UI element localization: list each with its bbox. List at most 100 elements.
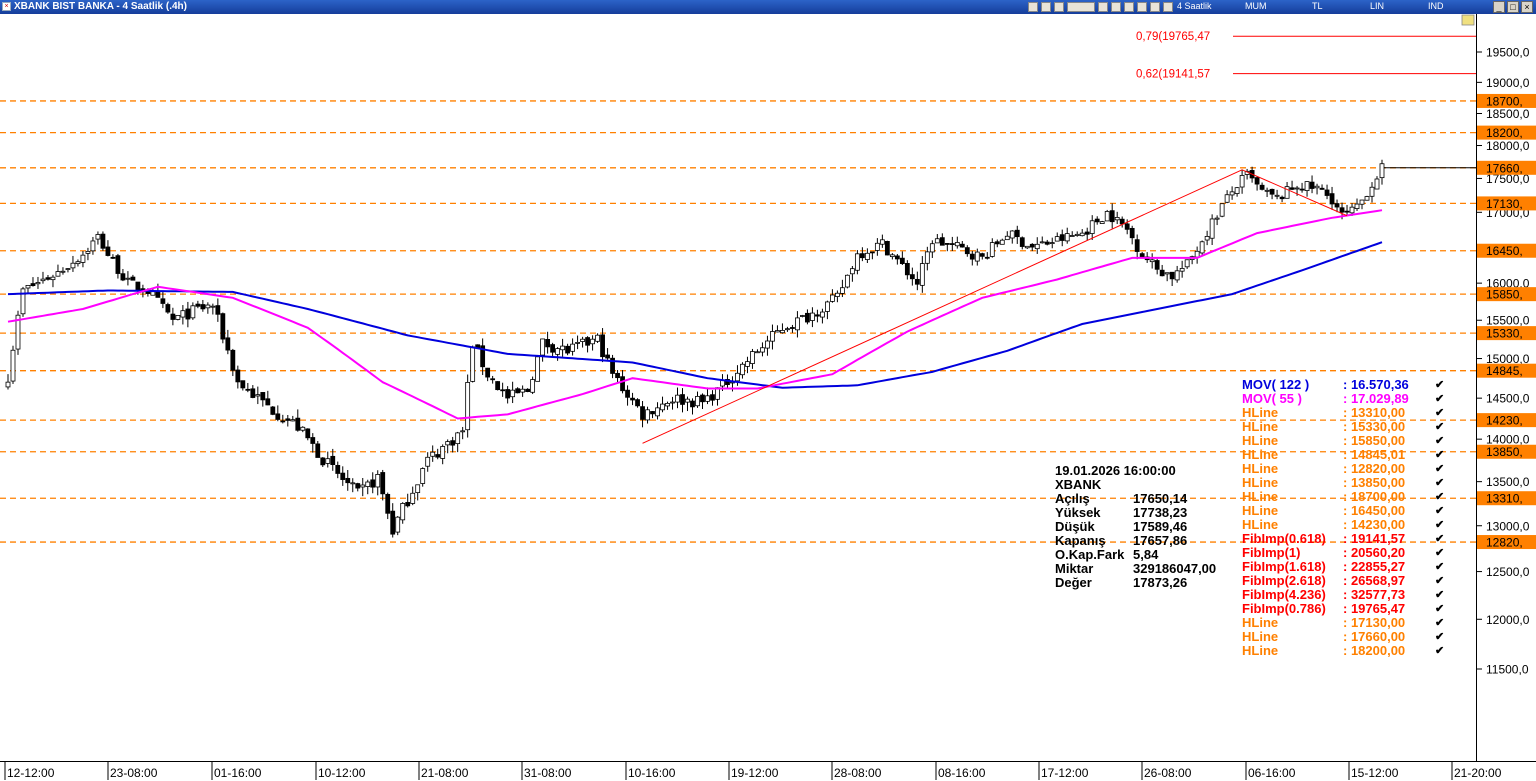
candle-up [300, 426, 306, 431]
info-row-value: 5,84 [1133, 547, 1159, 562]
toolbar-icon-6[interactable] [1124, 2, 1134, 12]
candle-down [914, 278, 920, 285]
candle-up [1164, 272, 1170, 275]
candle-down [485, 367, 491, 378]
candle-up [430, 451, 436, 457]
toolbar-icon-5[interactable] [1111, 2, 1121, 12]
info-row-value: 17657,86 [1133, 533, 1188, 548]
scale-selector[interactable]: LIN [1370, 1, 1385, 11]
candle-up [125, 277, 131, 280]
y-axis-tick-label: 18500,0 [1486, 107, 1530, 121]
candle-down [635, 399, 640, 407]
candle-up [1294, 187, 1300, 190]
legend-visibility-check-icon[interactable]: ✔ [1435, 533, 1445, 545]
candle-down [610, 357, 615, 374]
candle-up [325, 458, 331, 464]
candle-up [580, 338, 585, 342]
legend-visibility-check-icon[interactable]: ✔ [1435, 645, 1445, 657]
candle-up [90, 240, 96, 252]
candle-up [1364, 196, 1370, 201]
toolbar-icon-9[interactable] [1163, 2, 1173, 12]
legend-visibility-check-icon[interactable]: ✔ [1435, 463, 1445, 475]
candle-down [1124, 223, 1130, 230]
x-axis-tick-label: 31-08:00 [524, 766, 572, 780]
legend-name: HLine [1242, 503, 1279, 518]
candle-up [1214, 217, 1220, 220]
toolbar-icon-7[interactable] [1137, 2, 1147, 12]
currency-selector[interactable]: TL [1312, 1, 1323, 11]
candle-up [929, 243, 935, 253]
candle-down [100, 233, 106, 249]
y-axis-tick-label: 14500,0 [1486, 392, 1530, 406]
legend-name: FibImp(1) [1242, 545, 1301, 560]
candle-down [600, 334, 605, 358]
toolbar-field[interactable] [1067, 2, 1095, 12]
candle-up [555, 348, 560, 355]
toolbar-icon-4[interactable] [1098, 2, 1108, 12]
legend-visibility-check-icon[interactable]: ✔ [1435, 519, 1445, 531]
legend-visibility-check-icon[interactable]: ✔ [1435, 477, 1445, 489]
price-chart[interactable]: 0,79(19765,47 0,62(19141,57 19500,0 19000,… [0, 14, 1536, 781]
candle-up [1089, 220, 1095, 234]
legend-visibility-check-icon[interactable]: ✔ [1435, 449, 1445, 461]
legend-visibility-check-icon[interactable]: ✔ [1435, 617, 1445, 629]
candle-down [200, 304, 206, 310]
candle-down [620, 376, 625, 392]
hline-price-tag-label: 13310, [1486, 492, 1523, 506]
candle-up [70, 262, 76, 269]
legend-visibility-check-icon[interactable]: ✔ [1435, 561, 1445, 573]
legend-visibility-check-icon[interactable]: ✔ [1435, 435, 1445, 447]
candle-up [1374, 178, 1380, 190]
candle-up [1049, 242, 1055, 245]
legend-visibility-check-icon[interactable]: ✔ [1435, 421, 1445, 433]
candle-down [949, 243, 955, 245]
legend-visibility-check-icon[interactable]: ✔ [1435, 547, 1445, 559]
candle-down [355, 483, 361, 489]
legend-visibility-check-icon[interactable]: ✔ [1435, 393, 1445, 405]
toolbar-icon-3[interactable] [1054, 2, 1064, 12]
y-axis-tick-label: 15000,0 [1486, 352, 1530, 366]
x-axis-tick-label: 21-20:00 [1454, 766, 1502, 780]
legend-visibility-check-icon[interactable]: ✔ [1435, 603, 1445, 615]
legend-visibility-check-icon[interactable]: ✔ [1435, 379, 1445, 391]
hline-price-tag [1477, 535, 1536, 550]
candle-up [75, 261, 81, 265]
candle-down [450, 440, 456, 446]
maximize-button[interactable]: □ [1507, 1, 1519, 13]
candle-down [909, 274, 915, 280]
info-row-label: O.Kap.Fark [1055, 547, 1125, 562]
legend-visibility-check-icon[interactable]: ✔ [1435, 631, 1445, 643]
legend-value: : 19141,57 [1343, 531, 1406, 546]
candle-up [425, 456, 431, 467]
indicator-selector[interactable]: IND [1428, 1, 1444, 11]
info-row-label: Değer [1055, 575, 1092, 590]
candle-up [735, 372, 740, 382]
legend-value: : 14845,01 [1343, 447, 1406, 462]
candle-up [1004, 235, 1010, 241]
candle-down [1154, 260, 1160, 270]
x-axis-tick-label: 06-16:00 [1248, 766, 1296, 780]
legend-visibility-check-icon[interactable]: ✔ [1435, 491, 1445, 503]
period-selector[interactable]: 4 Saatlik [1177, 1, 1212, 11]
candle-up [1174, 270, 1180, 281]
hline-price-tag [1477, 491, 1536, 506]
candle-up [1234, 187, 1240, 194]
toolbar-icon-2[interactable] [1041, 2, 1051, 12]
chart-type-selector[interactable]: MUM [1245, 1, 1267, 11]
legend-visibility-check-icon[interactable]: ✔ [1435, 505, 1445, 517]
candle-up [1219, 203, 1225, 217]
candle-up [1149, 259, 1155, 263]
legend-visibility-check-icon[interactable]: ✔ [1435, 575, 1445, 587]
legend-visibility-check-icon[interactable]: ✔ [1435, 407, 1445, 419]
hline-price-tag-label: 15330, [1486, 327, 1523, 341]
title-bar: × XBANK BIST BANKA - 4 Saatlik (.4h) 4 S… [0, 0, 1536, 14]
candle-up [665, 402, 670, 407]
legend-visibility-check-icon[interactable]: ✔ [1435, 589, 1445, 601]
toolbar-icon-8[interactable] [1150, 2, 1160, 12]
candle-down [790, 327, 795, 329]
toolbar-icon-1[interactable] [1028, 2, 1038, 12]
minimize-button[interactable]: _ [1493, 1, 1505, 13]
legend-name: MOV( 122 ) [1242, 377, 1310, 392]
close-button[interactable]: × [1521, 1, 1533, 13]
candle-down [280, 420, 286, 423]
